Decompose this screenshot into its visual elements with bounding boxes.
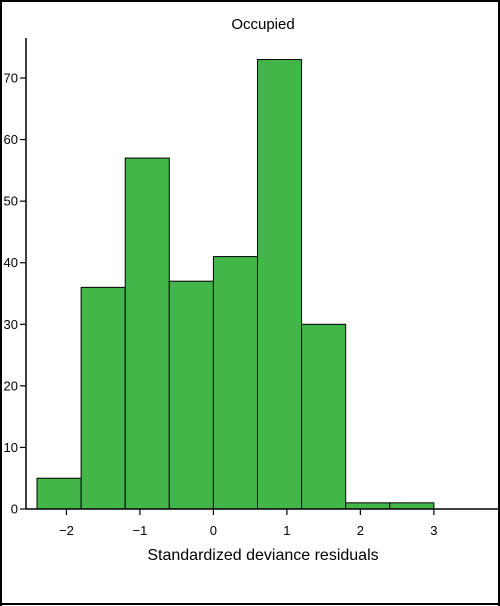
y-tick-label-1: 10 (4, 440, 18, 455)
x-tick-label-5: 3 (430, 523, 437, 538)
y-axis-ticks: 0 10 20 30 40 50 60 70 (4, 71, 26, 517)
frame-bottom-rule (0, 603, 500, 605)
histogram-bars (36, 59, 435, 510)
histogram-bar-7 (345, 502, 391, 510)
histogram-bar-2 (124, 157, 170, 510)
y-tick-label-7: 70 (4, 71, 18, 86)
frame-right-rule (498, 0, 500, 606)
histogram-bar-8 (389, 502, 435, 510)
x-axis-ticks: −2 −1 0 1 2 3 (59, 509, 437, 538)
histogram-bar-1 (80, 286, 126, 510)
y-tick-label-2: 20 (4, 378, 18, 393)
y-tick-label-5: 50 (4, 194, 18, 209)
chart-title: Occupied (231, 16, 294, 33)
frame-left-rule (0, 0, 2, 606)
histogram-bar-5 (256, 59, 303, 510)
frame-top-rule (0, 0, 500, 2)
y-tick-label-0: 0 (11, 502, 18, 517)
x-tick-label-0: −2 (59, 523, 74, 538)
y-tick-label-3: 30 (4, 317, 18, 332)
x-tick-label-1: −1 (132, 523, 147, 538)
x-tick-label-4: 2 (357, 523, 364, 538)
x-tick-label-2: 0 (210, 523, 217, 538)
x-tick-label-3: 1 (283, 523, 290, 538)
histogram-bar-4 (212, 256, 258, 510)
histogram-bar-6 (301, 323, 347, 510)
y-tick-label-4: 40 (4, 255, 18, 270)
histogram-bar-3 (168, 280, 214, 510)
x-axis-label: Standardized deviance residuals (147, 547, 378, 564)
y-tick-label-6: 60 (4, 132, 18, 147)
histogram-bar-0 (36, 477, 82, 510)
